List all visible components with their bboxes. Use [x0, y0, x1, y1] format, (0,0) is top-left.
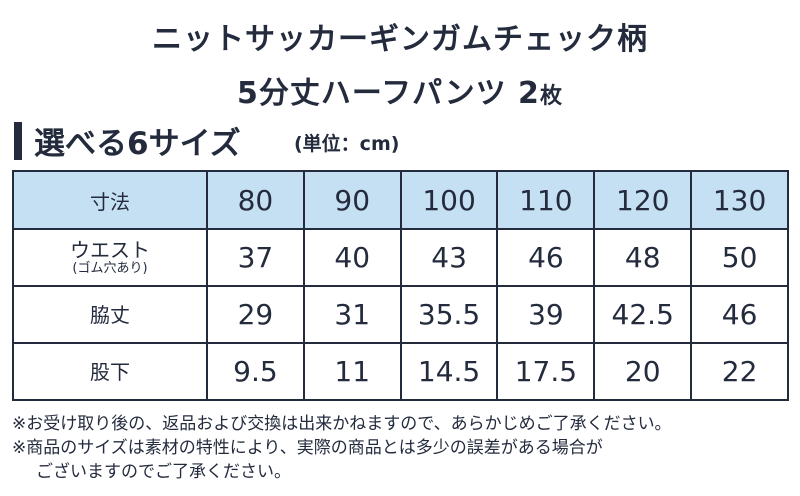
size-header-cell: 80: [206, 170, 305, 230]
table-cell: 48: [593, 228, 693, 287]
table-cell: 29: [206, 285, 305, 344]
header-label-cell: 寸法: [12, 170, 208, 230]
table-cell: 46: [496, 228, 596, 287]
row-label-cell: 股下: [12, 342, 208, 401]
table-cell: 42.5: [593, 285, 693, 344]
size-header-cell: 120: [593, 170, 693, 230]
section-accent-bar: [14, 122, 22, 160]
product-title-line1: ニットサッカーギンガムチェック柄: [152, 22, 648, 57]
size-header-cell: 130: [690, 170, 789, 230]
row-label: ウエスト: [70, 237, 150, 262]
row-label: 股下: [90, 359, 130, 384]
product-title-main: 5分丈ハーフパンツ 2: [237, 76, 540, 111]
table-cell: 50: [690, 228, 789, 287]
product-title-line2: 5分丈ハーフパンツ 2枚: [0, 68, 800, 112]
table-cell: 37: [206, 228, 305, 287]
table-cell: 39: [496, 285, 596, 344]
row-sublabel: (ゴム穴あり): [72, 260, 148, 276]
note-size-variance-cont: ございますのでご了承ください。: [36, 462, 291, 482]
table-cell: 43: [399, 228, 499, 287]
size-header-cell: 110: [496, 170, 596, 230]
table-cell: 9.5: [206, 342, 305, 401]
table-cell: 22: [690, 342, 789, 401]
note-return-policy: ※お受け取り後の、返品および交換は出来かねますので、あらかじめご了承ください。: [12, 414, 672, 434]
table-cell: 20: [593, 342, 693, 401]
table-header-row: 寸法 80 90 100 110 120 130: [12, 170, 789, 230]
table-cell: 46: [690, 285, 789, 344]
row-label-cell: 脇丈: [12, 285, 208, 344]
row-label-cell: ウエスト (ゴム穴あり): [12, 228, 208, 287]
table-row-side-length: 脇丈 29 31 35.5 39 42.5 46: [12, 285, 789, 344]
table-cell: 17.5: [496, 342, 596, 401]
product-title-counter: 枚: [539, 84, 563, 109]
table-row-inseam: 股下 9.5 11 14.5 17.5 20 22: [12, 342, 789, 401]
size-header-cell: 100: [399, 170, 499, 230]
row-label: 脇丈: [90, 302, 130, 327]
section-unit: (単位：cm): [294, 133, 400, 155]
table-cell: 14.5: [399, 342, 499, 401]
table-cell: 35.5: [399, 285, 499, 344]
table-row-waist: ウエスト (ゴム穴あり) 37 40 43 46 48 50: [12, 228, 789, 287]
table-cell: 40: [302, 228, 402, 287]
note-size-variance: ※商品のサイズは素材の特性により、実際の商品とは多少の誤差がある場合が: [12, 438, 603, 458]
size-header-cell: 90: [302, 170, 402, 230]
table-cell: 11: [302, 342, 402, 401]
section-heading: 選べる6サイズ: [34, 126, 241, 162]
size-table: 寸法 80 90 100 110 120 130 ウエスト (ゴム穴あり) 37…: [12, 170, 789, 401]
notes: ※お受け取り後の、返品および交換は出来かねますので、あらかじめご了承ください。 …: [12, 412, 672, 484]
table-cell: 31: [302, 285, 402, 344]
